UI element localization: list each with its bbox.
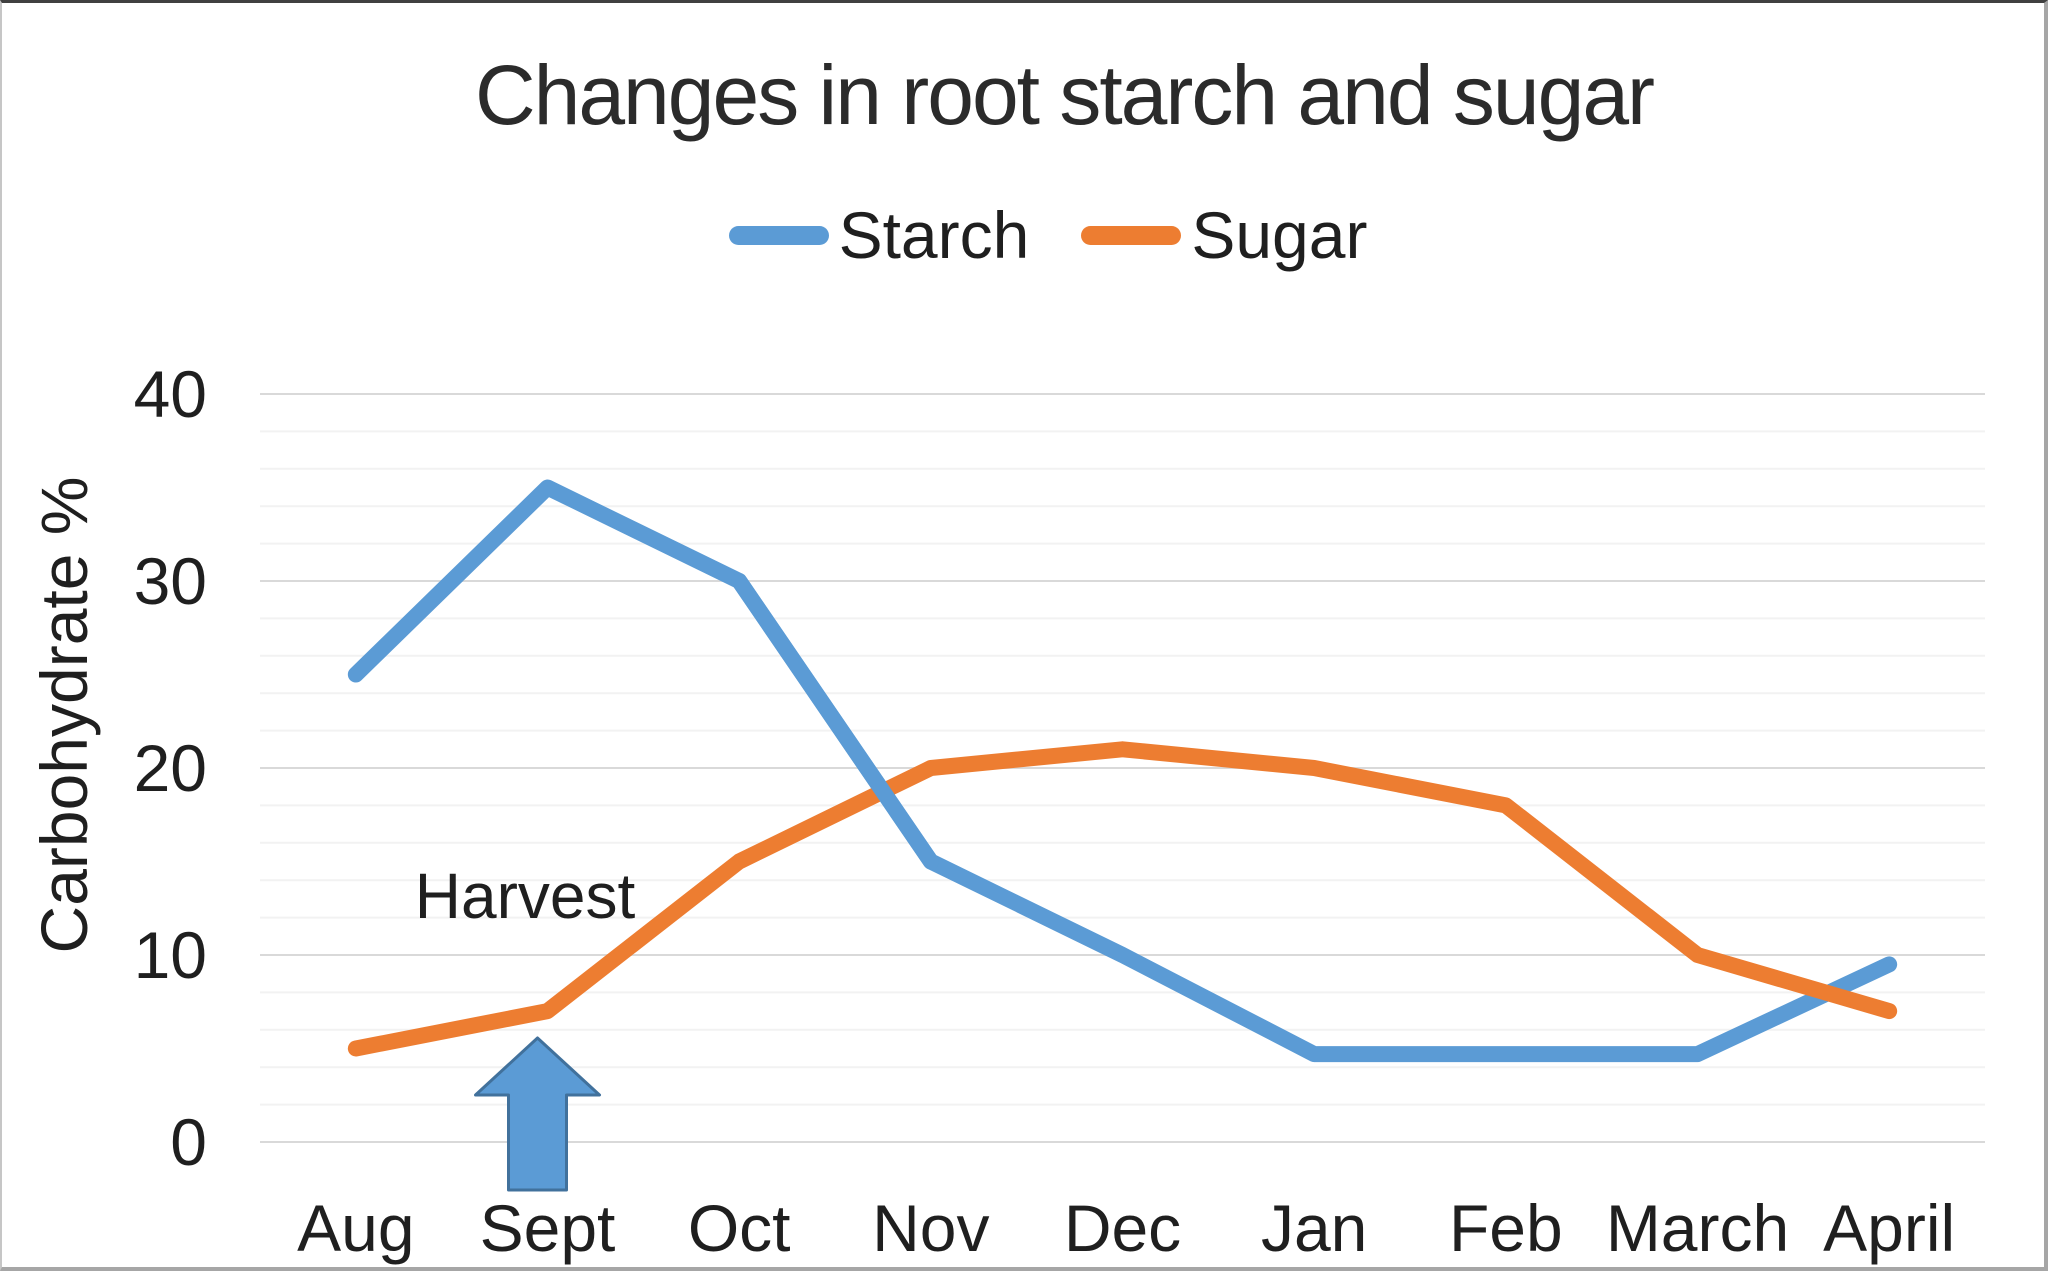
x-tick-label: April — [1823, 1191, 1956, 1265]
sugar-line-swatch-icon — [1081, 225, 1182, 245]
legend-item-starch: Starch — [728, 197, 1030, 273]
plot-area — [260, 393, 1985, 1192]
harvest-arrow-icon — [474, 1036, 601, 1192]
starch-line-overlay-segment — [731, 573, 939, 870]
harvest-annotation-label: Harvest — [414, 860, 636, 932]
legend-item-sugar: Sugar — [1081, 197, 1367, 273]
y-tick-label: 30 — [133, 544, 207, 618]
x-tick-label: Oct — [687, 1191, 791, 1265]
y-tick-label: 0 — [170, 1105, 207, 1179]
x-tick-label: Sept — [479, 1191, 616, 1265]
y-tick-label: 40 — [133, 357, 207, 431]
x-tick-label: Feb — [1448, 1191, 1563, 1265]
chart-title: Changes in root starch and sugar — [474, 48, 1655, 142]
starch-line — [347, 479, 1898, 1063]
x-tick-label: Nov — [872, 1191, 990, 1265]
y-tick-label: 20 — [133, 731, 207, 805]
x-tick-label: Dec — [1063, 1191, 1182, 1265]
x-tick-label: March — [1605, 1191, 1790, 1265]
legend-label-sugar: Sugar — [1191, 198, 1368, 272]
legend: Starch Sugar — [52, 195, 2044, 275]
x-tick-label: Aug — [297, 1191, 415, 1265]
legend-label-starch: Starch — [838, 198, 1030, 272]
sugar-line — [347, 741, 1898, 1057]
x-tick-label: Jan — [1260, 1191, 1368, 1265]
y-tick-label: 10 — [133, 918, 207, 992]
starch-line-swatch-icon — [728, 225, 829, 245]
